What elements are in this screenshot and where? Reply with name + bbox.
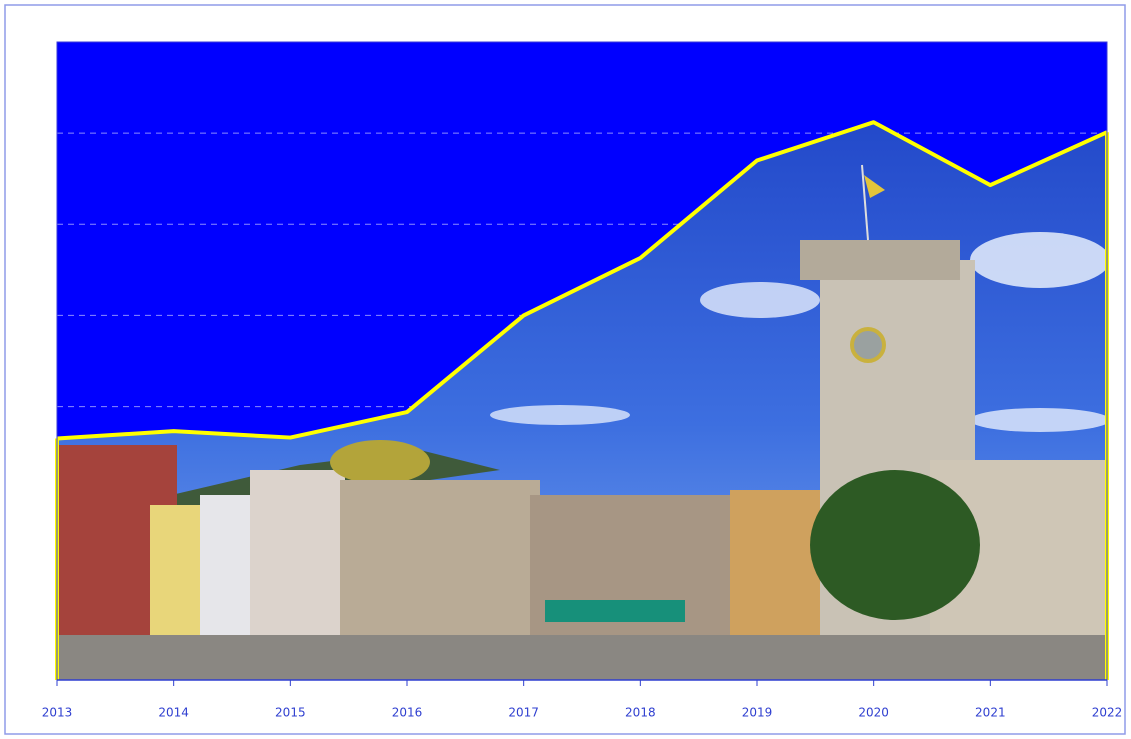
page-frame — [4, 4, 1126, 735]
x-tick-label: 2017 — [508, 706, 539, 720]
area-line — [56, 120, 1108, 441]
x-tick-label: 2019 — [742, 706, 773, 720]
x-tick-label: 2013 — [42, 706, 73, 720]
x-tick-label: 2018 — [625, 706, 656, 720]
x-axis: 2013 2014 2015 2016 2017 2018 2019 2020 2021 2022 — [42, 679, 1123, 720]
x-tick-label: 2015 — [275, 706, 306, 720]
x-tick-label: 2021 — [975, 706, 1006, 720]
x-tick-label: 2014 — [158, 706, 189, 720]
x-tick-label: 2022 — [1092, 706, 1123, 720]
x-tick-label: 2016 — [392, 706, 423, 720]
x-tick-label: 2020 — [858, 706, 889, 720]
